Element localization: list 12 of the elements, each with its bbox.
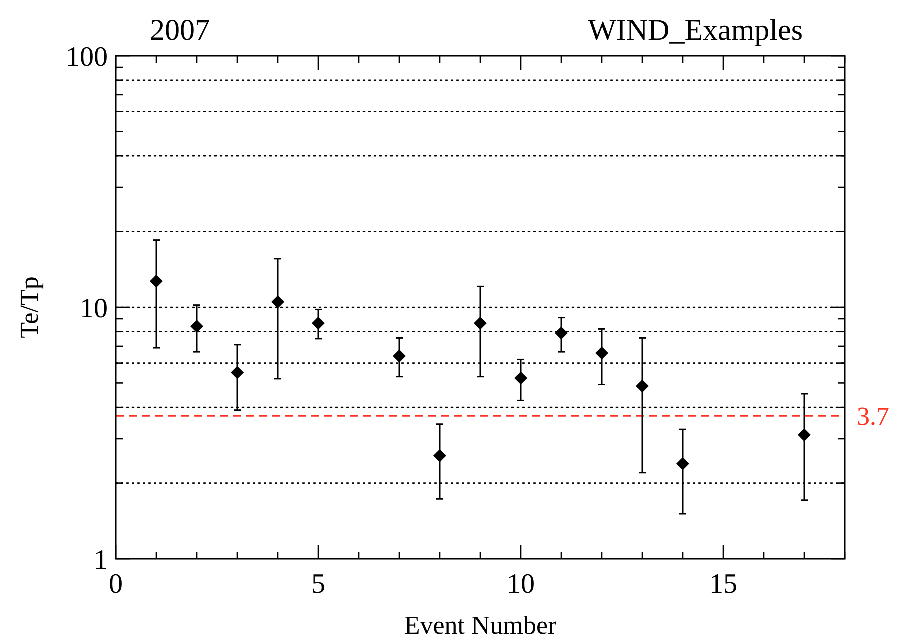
y-tick-label: 100 xyxy=(66,42,108,73)
x-tick-label: 5 xyxy=(312,569,326,600)
y-tick-label: 10 xyxy=(80,294,108,324)
chart-title: 2007 xyxy=(150,14,210,47)
y-tick-label: 1 xyxy=(94,545,108,576)
y-axis-title: Te/Tp xyxy=(15,276,44,338)
x-tick-label: 15 xyxy=(710,569,738,600)
ref-line-label: 3.7 xyxy=(857,402,890,432)
x-axis-title: Event Number xyxy=(404,611,558,639)
x-tick-label: 10 xyxy=(507,569,535,600)
x-tick-label: 0 xyxy=(109,569,123,600)
chart-subtitle: WIND_Examples xyxy=(588,14,803,47)
